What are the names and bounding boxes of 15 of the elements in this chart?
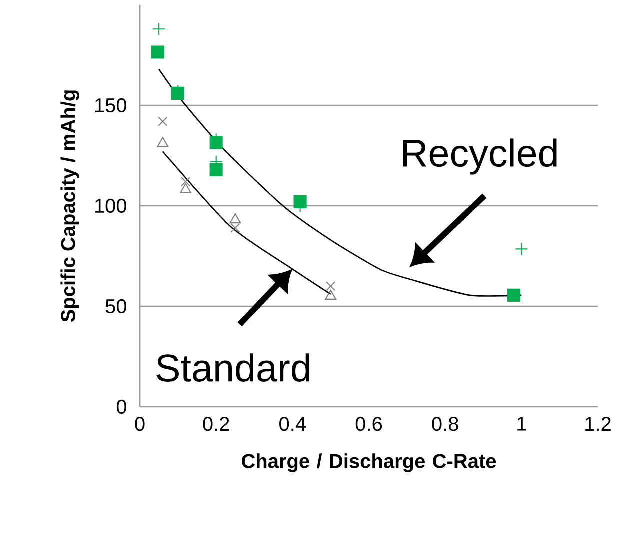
y-tick-label: 100 (95, 198, 126, 214)
y-tick-label: 50 (106, 299, 126, 314)
y-axis-title: Spcific Capacity / mAh/g (60, 90, 80, 322)
x-tick-label: 0.4 (280, 417, 306, 432)
x-tick-label: 0.8 (432, 417, 458, 432)
annotation: Standard (156, 354, 310, 382)
x-axis-title: Charge / Discharge C-Rate (242, 454, 496, 472)
x-tick-label: 1.2 (586, 417, 611, 431)
y-tick-label: 0 (116, 400, 126, 414)
x-tick-label: 0.2 (203, 417, 230, 432)
x-tick-label: 0 (135, 417, 145, 432)
annotation: Recycled (404, 138, 557, 175)
x-tick-label: 1 (518, 417, 526, 431)
x-tick-label: 0.6 (356, 417, 382, 432)
y-tick-label: 150 (95, 98, 126, 113)
